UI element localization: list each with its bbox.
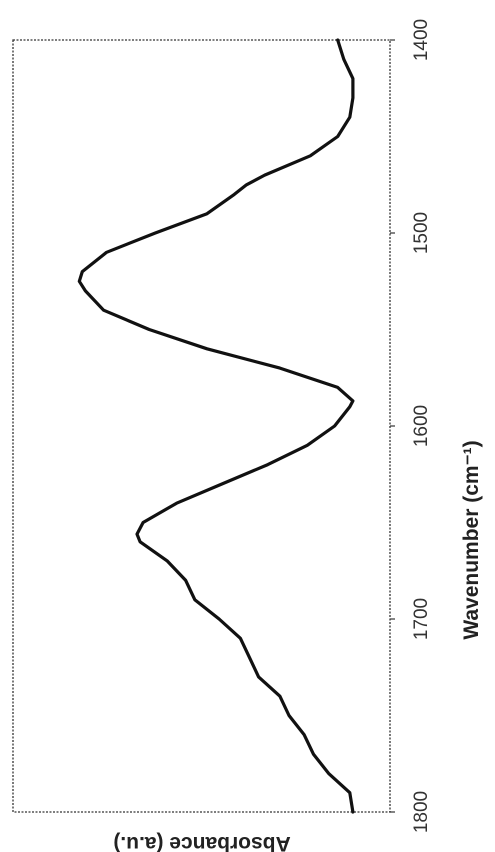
x-axis-title: Wavenumber (cm⁻¹): [460, 440, 483, 639]
series-line: [77, 38, 355, 814]
y-axis-title: Absorbance (a.u.): [113, 832, 290, 852]
x-axis-tick-labels: 1800 1700 1600 1500 1400: [411, 19, 432, 833]
x-axis-ticks: [390, 39, 395, 813]
x-tick-label: 1800: [411, 791, 432, 833]
x-tick-label: 1700: [411, 598, 432, 640]
x-tick-label: 1500: [411, 212, 432, 254]
x-tick-label: 1400: [411, 19, 432, 61]
x-tick-label: 1600: [411, 405, 432, 447]
